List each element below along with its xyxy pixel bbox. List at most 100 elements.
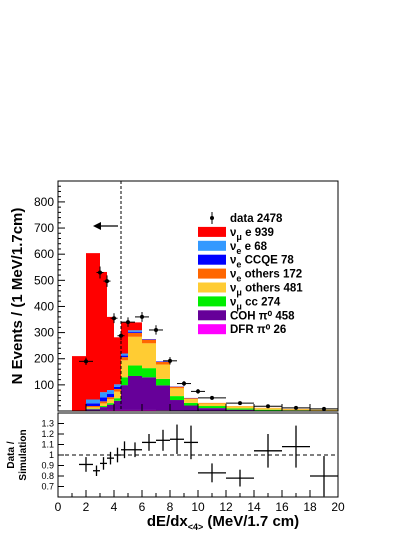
bar-segment xyxy=(128,375,142,410)
data-point xyxy=(266,404,270,409)
x-tick-label: 6 xyxy=(139,500,146,514)
bar-segment xyxy=(198,403,226,407)
bar-segment xyxy=(142,343,156,369)
data-point xyxy=(196,389,200,394)
legend-swatch xyxy=(198,296,226,307)
legend-swatch xyxy=(198,226,226,237)
data-point xyxy=(119,333,123,338)
legend-swatch xyxy=(198,324,226,335)
bar-segment xyxy=(121,360,128,378)
bar-segment xyxy=(128,409,142,411)
y-tick-label: 200 xyxy=(34,352,54,366)
y-tick-label: 700 xyxy=(34,221,54,235)
bar-segment xyxy=(86,409,100,411)
bar-segment xyxy=(156,385,170,411)
y-tick-label: 500 xyxy=(34,273,54,287)
bar-segment xyxy=(114,391,121,399)
bar-segment xyxy=(107,404,114,410)
bar-segment xyxy=(226,406,254,409)
legend-label: νe e 68 xyxy=(230,241,268,256)
legend-marker-data xyxy=(210,216,214,220)
bar-segment xyxy=(107,403,114,405)
legend-swatch xyxy=(198,282,226,293)
bar-segment xyxy=(114,409,121,411)
legend-label: data 2478 xyxy=(230,213,283,225)
y-tick-label: 300 xyxy=(34,326,54,340)
bar-segment xyxy=(107,409,114,411)
bar-segment xyxy=(100,407,107,411)
bar-segment xyxy=(86,403,100,407)
bar-segment xyxy=(142,409,156,411)
bar-segment xyxy=(254,409,282,411)
data-point xyxy=(238,401,242,406)
x-tick-label: 16 xyxy=(275,500,289,514)
bar-segment xyxy=(128,331,142,333)
data-point xyxy=(126,320,130,325)
bar-segment xyxy=(226,409,254,411)
bar-segment xyxy=(282,410,310,411)
bar-segment xyxy=(121,357,128,361)
x-tick-label: 10 xyxy=(191,500,205,514)
bar-segment xyxy=(86,399,100,404)
bar-segment xyxy=(114,384,121,387)
main-y-axis-label: N Events / (1 MeV/1.7cm) xyxy=(9,208,26,385)
bar-segment xyxy=(142,368,156,378)
bar-segment xyxy=(128,336,142,366)
bar-segment xyxy=(100,392,107,398)
bar-segment xyxy=(170,396,184,401)
ratio-y-tick-label: 1.1 xyxy=(41,440,54,450)
bar-segment xyxy=(184,398,198,399)
data-point xyxy=(294,405,298,410)
ratio-y-tick-label: 0.8 xyxy=(41,471,54,481)
data-point xyxy=(210,395,214,400)
legend-label: νμ cc 274 xyxy=(230,296,281,311)
bar-segment xyxy=(128,322,142,331)
ratio-y-tick-label: 1.3 xyxy=(41,419,54,429)
legend-label: νμ others 481 xyxy=(230,283,303,298)
bar-segment xyxy=(121,355,128,358)
legend-swatch xyxy=(198,254,226,265)
y-tick-label: 600 xyxy=(34,247,54,261)
bar-segment xyxy=(86,408,100,410)
bar-segment xyxy=(254,408,282,410)
bar-segment xyxy=(114,400,121,410)
bar-segment xyxy=(114,389,121,392)
bar-segment xyxy=(170,388,184,397)
bar-segment xyxy=(100,271,107,393)
data-point xyxy=(168,358,172,363)
x-tick-label: 14 xyxy=(247,500,261,514)
bar-segment xyxy=(100,397,107,402)
y-tick-label: 400 xyxy=(34,299,54,313)
ratio-y-axis-label-line2: Simulation xyxy=(18,429,29,480)
data-point xyxy=(322,406,326,411)
ratio-y-tick-label: 1.2 xyxy=(41,429,54,439)
data-point xyxy=(154,327,158,332)
bar-segment xyxy=(121,322,128,354)
bar-segment xyxy=(114,337,121,385)
legend-label: νe others 172 xyxy=(230,269,302,284)
bar-segment xyxy=(121,409,128,411)
bar-segment xyxy=(100,406,107,408)
bar-segment xyxy=(107,397,114,400)
bar-segment xyxy=(100,401,107,404)
data-point xyxy=(140,314,144,319)
legend-label: DFR π⁰ 26 xyxy=(230,323,286,336)
data-point xyxy=(84,359,88,364)
bar-segment xyxy=(170,400,184,411)
bar-segment xyxy=(156,364,170,379)
data-point xyxy=(105,279,109,284)
bar-segment xyxy=(170,386,184,389)
bar-segment xyxy=(72,356,86,411)
legend-label: COH π⁰ 458 xyxy=(230,309,295,322)
bar-segment xyxy=(198,408,226,411)
bar-segment xyxy=(184,405,198,411)
ratio-y-tick-label: 1 xyxy=(49,450,54,460)
bar-segment xyxy=(121,353,128,356)
y-tick-label: 800 xyxy=(34,195,54,209)
bar-segment xyxy=(100,403,107,407)
x-axis-label: dE/dx<4> (MeV/1.7 cm) xyxy=(147,513,299,532)
x-tick-label: 8 xyxy=(167,500,174,514)
bar-segment xyxy=(184,402,198,406)
legend-swatch xyxy=(198,268,226,279)
bar-segment xyxy=(86,406,100,408)
